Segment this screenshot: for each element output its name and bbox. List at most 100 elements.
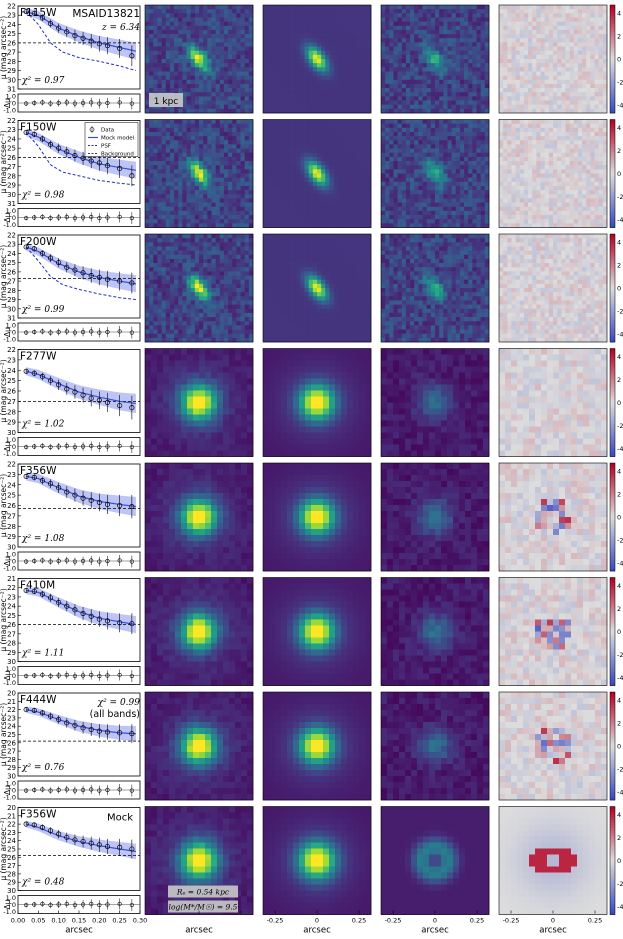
- pixel: [178, 5, 183, 10]
- pixel: [182, 88, 187, 93]
- pixel: [553, 71, 558, 76]
- pixel: [430, 190, 436, 195]
- pixel: [248, 206, 254, 212]
- dmu-tick-label: -1.0: [3, 106, 16, 114]
- pixel: [244, 198, 250, 203]
- pixel: [182, 75, 187, 81]
- pixel: [582, 42, 587, 47]
- pixel: [165, 223, 171, 228]
- pixel: [271, 123, 276, 129]
- pixel: [459, 34, 465, 39]
- pixel: [240, 148, 246, 154]
- pixel: [182, 215, 187, 220]
- pixel: [393, 34, 398, 39]
- pixel: [586, 25, 591, 31]
- pixel: [464, 152, 469, 158]
- pixel: [215, 123, 221, 129]
- pixel: [248, 46, 254, 52]
- pixel: [219, 63, 225, 68]
- pixel: [447, 127, 452, 133]
- pixel: [443, 9, 448, 14]
- pixel: [569, 34, 575, 39]
- pixel: [236, 140, 241, 145]
- pixel: [414, 131, 419, 137]
- pixel: [215, 100, 221, 106]
- pixel: [468, 148, 473, 154]
- pixel: [337, 169, 343, 174]
- pixel: [149, 63, 154, 68]
- pixel: [271, 173, 276, 179]
- pixel: [329, 42, 334, 47]
- pixel: [594, 38, 600, 43]
- pixel: [312, 34, 318, 39]
- pixel: [468, 42, 473, 47]
- pixel: [573, 5, 579, 10]
- pixel: [157, 223, 162, 228]
- pixel: [287, 21, 293, 27]
- pixel: [263, 140, 268, 145]
- pixel: [267, 127, 272, 133]
- pixel: [337, 185, 343, 191]
- pixel: [292, 210, 297, 216]
- pixel: [292, 194, 297, 199]
- pixel: [312, 108, 318, 114]
- pixel: [174, 63, 179, 68]
- pixel: [439, 46, 444, 52]
- pixel: [292, 88, 297, 93]
- pixel: [439, 131, 444, 137]
- colorbar-segment: [610, 61, 615, 65]
- pixel: [346, 206, 351, 212]
- pixel: [321, 88, 326, 93]
- pixel: [287, 173, 293, 179]
- pixel: [182, 38, 187, 43]
- pixel: [207, 100, 212, 106]
- pixel: [317, 42, 322, 47]
- pixel: [366, 71, 372, 76]
- pixel: [401, 96, 407, 101]
- pixel: [341, 127, 347, 133]
- pixel: [464, 108, 469, 114]
- pixel: [598, 13, 604, 18]
- pixel: [308, 63, 314, 68]
- pixel: [325, 119, 330, 125]
- pixel: [476, 29, 482, 35]
- pixel: [540, 25, 546, 31]
- pixel: [275, 59, 280, 64]
- pixel: [346, 108, 351, 114]
- pixel: [414, 173, 419, 179]
- pixel: [401, 131, 407, 137]
- pixel: [186, 119, 192, 125]
- pixel: [190, 152, 196, 158]
- pixel: [484, 152, 490, 158]
- pixel: [312, 67, 318, 72]
- pixel: [472, 9, 477, 14]
- pixel: [519, 67, 525, 72]
- pixel: [317, 140, 322, 145]
- pixel: [480, 127, 486, 133]
- pixel: [300, 79, 305, 85]
- pixel: [178, 123, 183, 129]
- pixel: [389, 92, 394, 97]
- pixel: [263, 88, 268, 93]
- pixel: [174, 46, 179, 52]
- pixel: [484, 34, 490, 39]
- pixel: [169, 215, 175, 220]
- pixel: [468, 9, 473, 14]
- pixel: [362, 38, 368, 43]
- pixel: [244, 194, 250, 199]
- pixel: [329, 29, 334, 35]
- pixel: [304, 104, 310, 110]
- pixel: [480, 215, 486, 220]
- pixel: [174, 177, 179, 183]
- pixel: [300, 156, 305, 162]
- pixel: [178, 136, 183, 141]
- data-point: [104, 163, 111, 169]
- pixel: [240, 88, 246, 93]
- pixel: [223, 190, 229, 195]
- pixel: [240, 190, 246, 195]
- pixel: [145, 215, 150, 220]
- pixel: [418, 123, 423, 129]
- pixel: [414, 38, 419, 43]
- pixel: [317, 46, 322, 52]
- pixel: [414, 29, 419, 35]
